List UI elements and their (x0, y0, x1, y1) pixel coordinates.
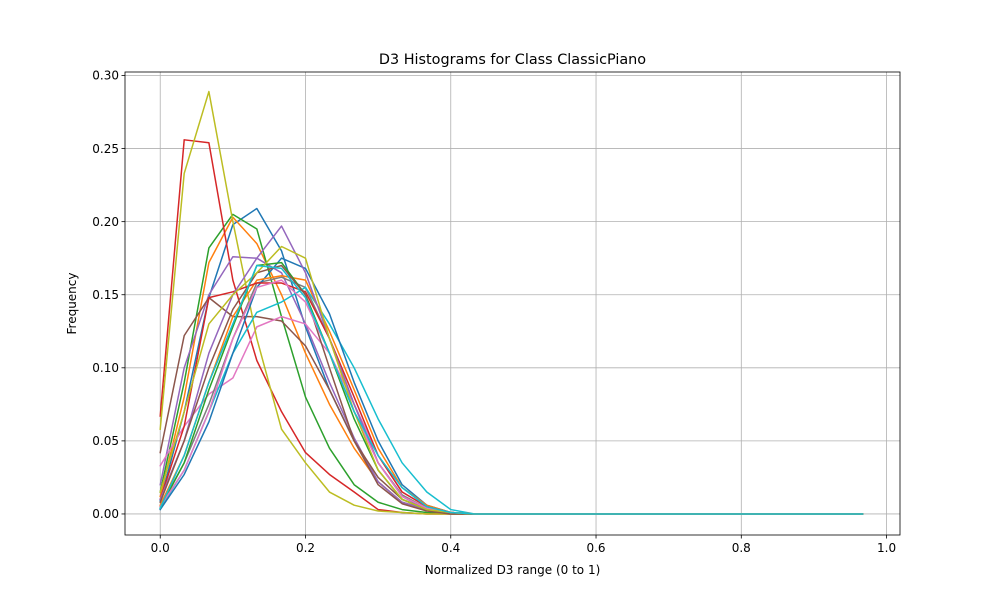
x-tick-label: 1.0 (877, 541, 896, 555)
series-line-16 (159, 264, 864, 515)
x-tick-label: 0.6 (586, 541, 605, 555)
chart-title: D3 Histograms for Class ClassicPiano (379, 52, 646, 68)
y-tick-label: 0.15 (92, 288, 119, 302)
x-tick-label: 0.4 (441, 541, 460, 555)
x-tick-label: 0.0 (151, 541, 170, 555)
series-line-12 (159, 274, 864, 515)
series-line-17 (159, 279, 864, 515)
series-line-3 (159, 213, 864, 515)
y-tick-label: 0.05 (92, 434, 119, 448)
x-tick-label: 0.2 (296, 541, 315, 555)
series-line-8 (159, 276, 864, 515)
axis-ticks: 0.0 0.2 0.4 0.6 0.8 1.0 0.00 0.05 0.10 0.15 0.20 0.… (92, 69, 896, 555)
series-lines (159, 90, 864, 515)
y-tick-label: 0.00 (92, 507, 119, 521)
y-tick-label: 0.30 (92, 69, 119, 83)
series-line-5 (159, 255, 864, 515)
series-line-19 (159, 264, 864, 515)
series-line-11 (159, 257, 864, 515)
series-line-4 (159, 139, 864, 515)
y-axis-label: Frequency (65, 273, 79, 335)
series-line-1 (159, 207, 864, 515)
y-tick-label: 0.20 (92, 215, 119, 229)
x-axis-label: Normalized D3 range (0 to 1) (425, 563, 601, 577)
series-line-7 (159, 315, 864, 515)
series-line-9 (159, 90, 864, 515)
grid-lines (125, 72, 900, 535)
y-tick-label: 0.25 (92, 142, 119, 156)
y-tick-label: 0.10 (92, 361, 119, 375)
plot-frame (124, 71, 901, 536)
series-line-13 (159, 261, 864, 515)
series-line-10 (159, 286, 864, 515)
series-line-6 (159, 296, 864, 515)
x-tick-label: 0.8 (732, 541, 751, 555)
